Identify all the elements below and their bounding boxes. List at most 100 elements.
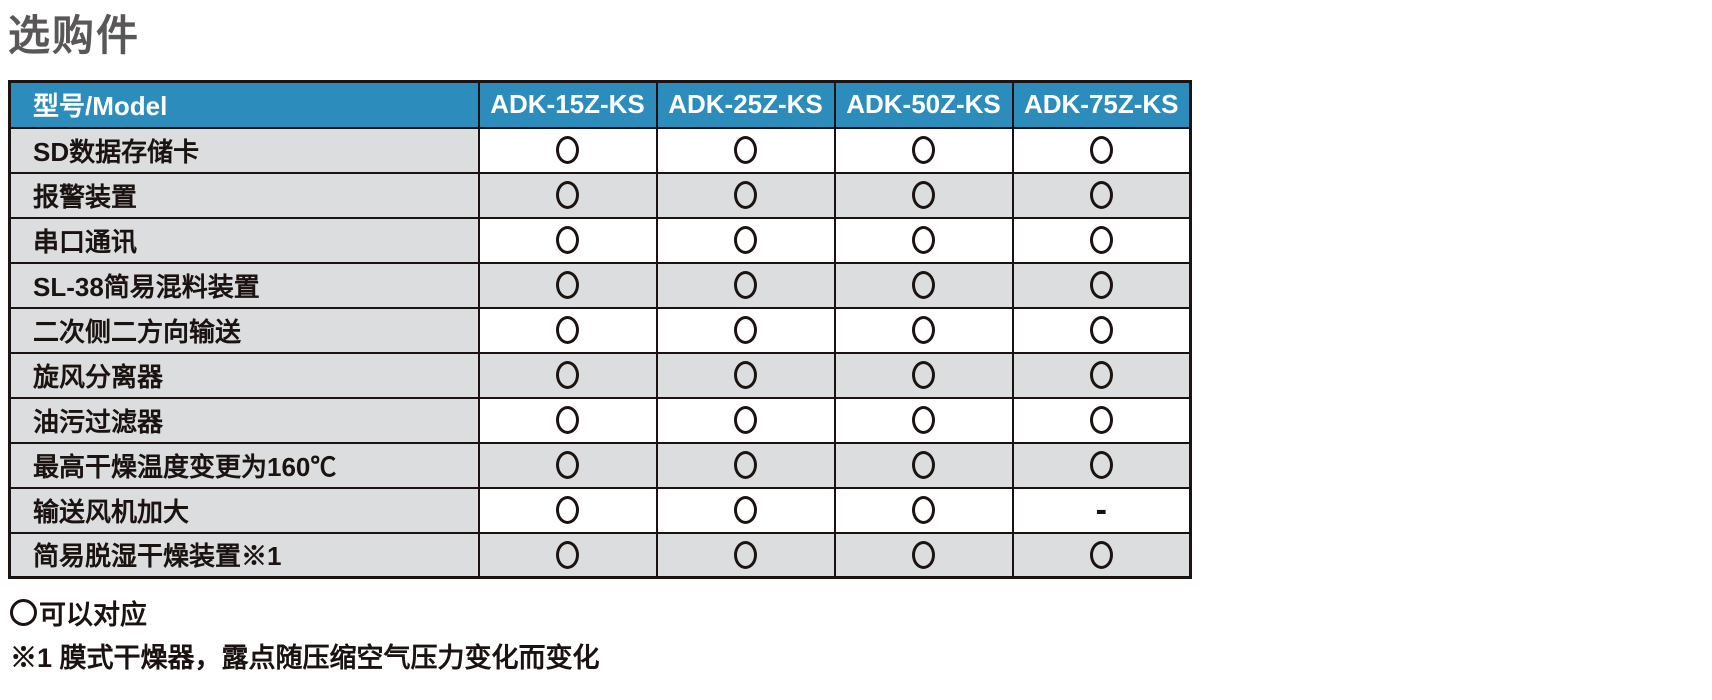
page-title: 选购件: [8, 12, 141, 59]
model-header-adk-25z-ks: ADK-25Z-KS: [655, 80, 836, 129]
footnote-text: ※1 膜式干燥器，露点随压缩空气压力变化而变化: [10, 642, 600, 673]
availability-cell: [833, 486, 1014, 534]
availability-cell: [655, 441, 836, 489]
circle-outline-icon: [734, 271, 757, 299]
legend-supported-line: 可以对应: [10, 596, 600, 630]
circle-outline-icon: [734, 540, 757, 569]
availability-cell: [477, 126, 658, 174]
availability-cell: [833, 216, 1014, 264]
availability-cell: [1011, 126, 1192, 174]
row-label: SD数据存储卡: [8, 126, 480, 174]
circle-outline-icon: [556, 226, 579, 254]
table-row: 简易脱湿干燥装置※1: [8, 531, 1192, 579]
table-row: 报警装置: [8, 171, 1192, 219]
row-label: SL-38简易混料装置: [8, 261, 480, 309]
availability-cell: [477, 351, 658, 399]
circle-outline-icon: [556, 181, 579, 209]
availability-cell: [655, 171, 836, 219]
circle-outline-icon: [912, 540, 935, 569]
circle-outline-icon: [734, 361, 757, 389]
row-label: 串口通讯: [8, 216, 480, 264]
model-column-header: 型号/Model: [8, 80, 480, 129]
availability-cell: [477, 216, 658, 264]
availability-cell: [833, 531, 1014, 579]
circle-outline-icon: [734, 496, 757, 524]
row-label: 最高干燥温度变更为160℃: [8, 441, 480, 489]
availability-cell: [1011, 171, 1192, 219]
circle-outline-icon: [912, 226, 935, 254]
legend-footnote-line: ※1 膜式干燥器，露点随压缩空气压力变化而变化: [10, 639, 600, 673]
circle-outline-icon: [912, 181, 935, 209]
availability-cell: [833, 396, 1014, 444]
availability-cell: [833, 171, 1014, 219]
row-label: 输送风机加大: [8, 486, 480, 534]
table-row: 油污过滤器: [8, 396, 1192, 444]
circle-outline-icon: [556, 136, 579, 164]
table-row: 二次侧二方向输送: [8, 306, 1192, 354]
availability-cell: [1011, 261, 1192, 309]
circle-outline-icon: [734, 181, 757, 209]
row-label: 简易脱湿干燥装置※1: [8, 531, 480, 579]
circle-outline-icon: [1089, 181, 1113, 209]
table-row: 旋风分离器: [8, 351, 1192, 399]
circle-outline-icon: [556, 361, 579, 389]
legend-supported-text: 可以对应: [39, 599, 147, 630]
circle-outline-icon: [1089, 540, 1113, 569]
circle-outline-icon: [556, 496, 579, 524]
availability-cell: [477, 441, 658, 489]
circle-outline-icon: [734, 406, 757, 434]
availability-cell: [655, 126, 836, 174]
availability-cell: [655, 216, 836, 264]
table-row: 最高干燥温度变更为160℃: [8, 441, 1192, 489]
circle-outline-icon: [556, 451, 579, 479]
table-row: SL-38简易混料装置: [8, 261, 1192, 309]
circle-outline-icon: [1089, 226, 1113, 254]
availability-cell: [655, 261, 836, 309]
availability-cell: [1011, 351, 1192, 399]
model-header-adk-75z-ks: ADK-75Z-KS: [1011, 80, 1192, 129]
row-label: 油污过滤器: [8, 396, 480, 444]
circle-outline-icon: [912, 271, 935, 299]
availability-cell: [477, 171, 658, 219]
model-header-adk-50z-ks: ADK-50Z-KS: [833, 80, 1014, 129]
table-row: SD数据存储卡: [8, 126, 1192, 174]
availability-cell: [655, 531, 836, 579]
availability-cell: [477, 396, 658, 444]
table-body: SD数据存储卡 报警装置 串口通讯 SL-38简易混料装置: [8, 126, 1192, 579]
table-header-row: 型号/Model ADK-15Z-KS ADK-25Z-KS ADK-50Z-K…: [8, 80, 1192, 129]
model-header-adk-15z-ks: ADK-15Z-KS: [477, 80, 658, 129]
optional-parts-table: 型号/Model ADK-15Z-KS ADK-25Z-KS ADK-50Z-K…: [8, 80, 1192, 579]
circle-outline-icon: [1089, 451, 1113, 479]
availability-cell: [655, 351, 836, 399]
availability-cell: [833, 441, 1014, 489]
circle-outline-icon: [912, 496, 935, 524]
availability-cell: [1011, 441, 1192, 489]
availability-cell: [1011, 396, 1192, 444]
row-label: 旋风分离器: [8, 351, 480, 399]
availability-cell: [833, 351, 1014, 399]
circle-outline-icon: [734, 316, 757, 344]
availability-cell: [1011, 531, 1192, 579]
circle-outline-icon: [734, 226, 757, 254]
availability-cell: [833, 306, 1014, 354]
table-row: 串口通讯: [8, 216, 1192, 264]
availability-cell: -: [1011, 486, 1192, 534]
circle-outline-icon: [734, 136, 757, 164]
row-label: 报警装置: [8, 171, 480, 219]
availability-cell: [655, 396, 836, 444]
circle-outline-icon: [556, 271, 579, 299]
table-row: 输送风机加大 -: [8, 486, 1192, 534]
availability-cell: [477, 486, 658, 534]
circle-outline-icon: [556, 406, 579, 434]
availability-cell: [655, 486, 836, 534]
circle-outline-icon: [556, 540, 579, 569]
availability-cell: [1011, 306, 1192, 354]
circle-outline-icon: [734, 451, 757, 479]
circle-outline-icon: [1089, 406, 1113, 434]
availability-cell: [655, 306, 836, 354]
circle-outline-icon: [912, 136, 935, 164]
legend: 可以对应 ※1 膜式干燥器，露点随压缩空气压力变化而变化: [10, 596, 600, 673]
circle-outline-icon: [912, 316, 935, 344]
availability-cell: [833, 126, 1014, 174]
circle-outline-icon: [912, 361, 935, 389]
